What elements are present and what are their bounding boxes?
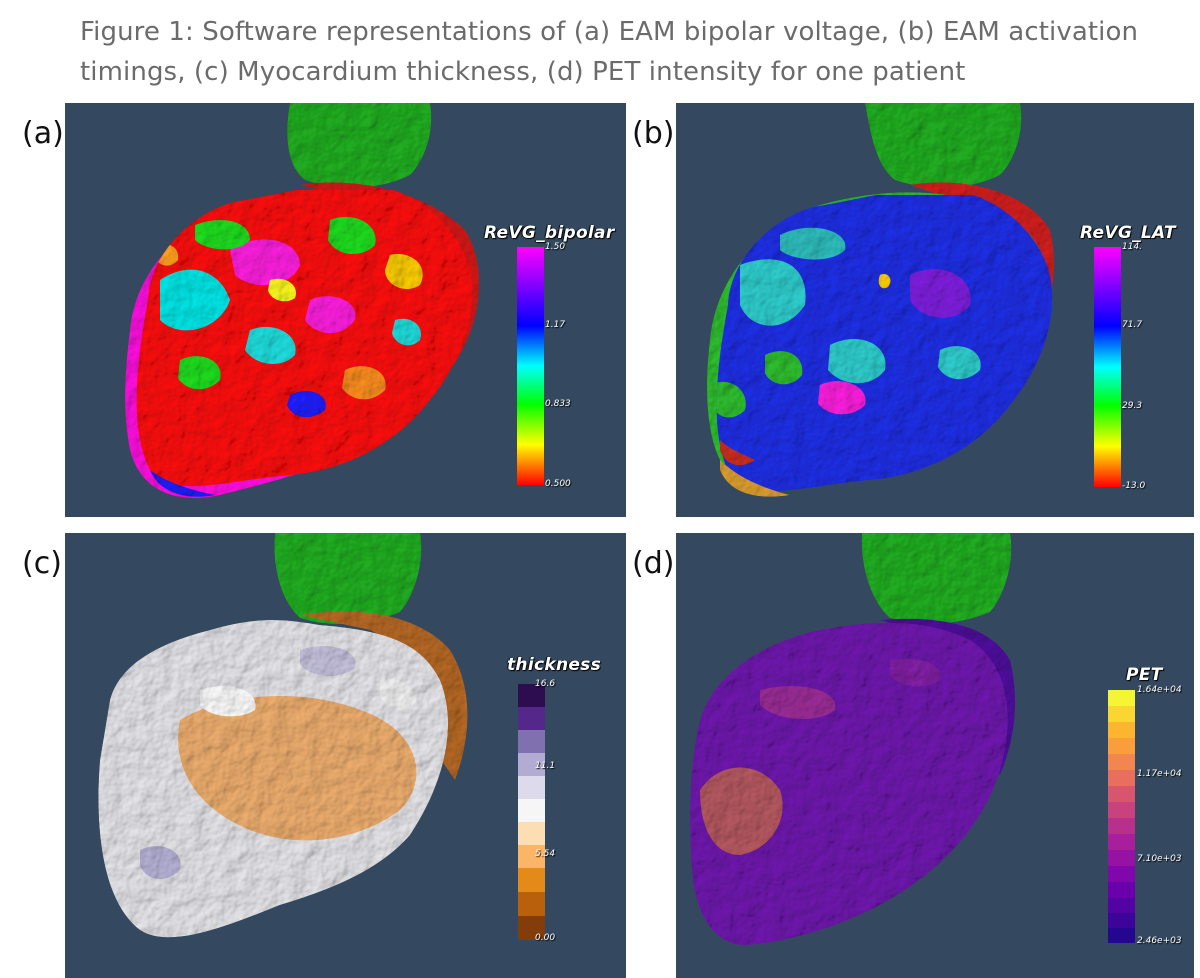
colorbar-title-c: thickness <box>507 655 602 675</box>
panel-label-b: (b) <box>632 116 675 151</box>
caption-line-2: timings, (c) Myocardium thickness, (d) P… <box>80 57 966 87</box>
colorbar-d <box>1108 690 1135 943</box>
tick-b-2: 71.7 <box>1122 320 1143 330</box>
tick-c-2: 11.1 <box>535 761 556 771</box>
tick-c-4: 0.00 <box>535 933 556 943</box>
colorbar-title-b: ReVG_LAT <box>1080 223 1176 243</box>
tick-b-3: 29.3 <box>1122 401 1143 411</box>
tick-c-3: 5.54 <box>535 849 556 859</box>
colorbar-title-a: ReVG_bipolar <box>484 223 615 243</box>
tick-c-1: 16.6 <box>535 679 556 689</box>
colorbar-title-d: PET <box>1126 665 1163 685</box>
figure-caption: Figure 1: Software representations of (a… <box>80 12 1190 92</box>
colorbar-c <box>518 684 545 940</box>
panel-c-viewport[interactable]: thickness 16.6 11.1 5.54 0.00 <box>65 533 626 978</box>
heart-mesh-b <box>707 103 1055 497</box>
panel-b-viewport[interactable]: ReVG_LAT 114. 71.7 29.3 -13.0 <box>676 103 1194 517</box>
heart-mesh-d <box>690 533 1016 946</box>
tick-a-2: 1.17 <box>545 320 566 330</box>
panel-label-a: (a) <box>22 116 64 151</box>
panel-d-viewport[interactable]: PET 1.64e+04 1.17e+04 7.10e+03 2.46e+03 <box>676 533 1194 978</box>
panel-a-viewport[interactable]: ReVG_bipolar 1.50 1.17 0.833 0.500 <box>65 103 626 517</box>
tick-d-4: 2.46e+03 <box>1137 936 1182 946</box>
tick-d-3: 7.10e+03 <box>1137 854 1182 864</box>
tick-b-1: 114. <box>1122 242 1143 252</box>
panel-label-d: (d) <box>632 546 675 581</box>
heart-mesh-a <box>125 103 480 498</box>
colorbar-a <box>517 247 544 485</box>
tick-b-4: -13.0 <box>1122 481 1146 491</box>
caption-line-1: Figure 1: Software representations of (a… <box>80 17 1139 47</box>
tick-d-1: 1.64e+04 <box>1137 685 1182 695</box>
heart-mesh-c <box>98 533 468 938</box>
tick-a-1: 1.50 <box>545 242 566 252</box>
panel-label-c: (c) <box>22 546 62 581</box>
tick-a-3: 0.833 <box>545 399 571 409</box>
tick-d-2: 1.17e+04 <box>1137 769 1182 779</box>
colorbar-b <box>1094 247 1121 487</box>
tick-a-4: 0.500 <box>545 479 571 489</box>
